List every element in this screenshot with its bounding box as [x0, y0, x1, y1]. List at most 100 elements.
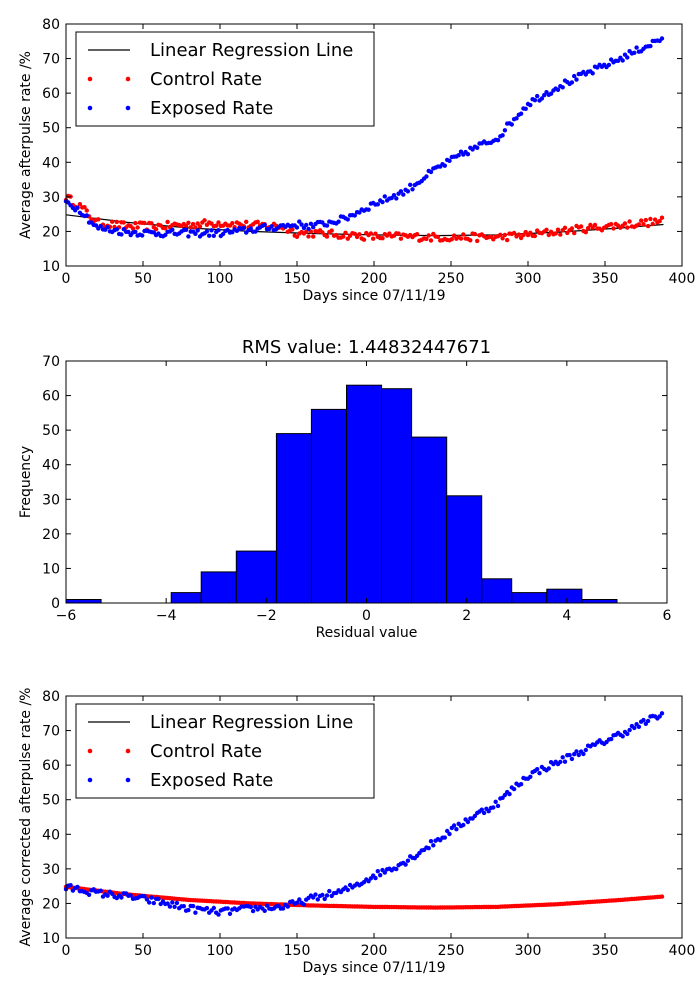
exposed-point [211, 233, 216, 238]
x-tick-label: 4 [562, 608, 571, 624]
exposed-point [569, 80, 575, 85]
exposed-point [394, 866, 399, 872]
histogram-bar [310, 408, 347, 604]
control-point [569, 226, 575, 231]
exposed-point [645, 718, 651, 724]
exposed-point [382, 870, 387, 875]
control-point [461, 232, 466, 237]
y-tick-label: 80 [42, 17, 60, 33]
exposed-point [625, 55, 630, 60]
y-axis-label: Frequency [18, 446, 34, 518]
control-point [643, 217, 648, 223]
exposed-point [581, 751, 586, 757]
exposed-point [262, 908, 267, 913]
control-point [424, 236, 429, 242]
exposed-point [620, 58, 625, 63]
exposed-point [86, 892, 92, 897]
control-point [202, 218, 207, 223]
control-point [414, 232, 420, 237]
y-tick-label: 50 [42, 423, 60, 439]
histogram-bar [275, 433, 312, 604]
control-point [142, 220, 147, 226]
exposed-point [297, 897, 302, 902]
legend-control-swatch [125, 76, 131, 82]
exposed-point [620, 734, 625, 739]
control-point [329, 228, 334, 233]
exposed-point [294, 900, 300, 905]
control-point [558, 232, 563, 237]
exposed-point [167, 904, 173, 909]
x-axis-label: Residual value [316, 625, 418, 641]
histogram-bar [235, 550, 277, 604]
exposed-point [627, 727, 632, 733]
control-point [163, 226, 168, 231]
exposed-point [357, 210, 362, 215]
exposed-point [465, 819, 471, 825]
control-point [562, 225, 568, 230]
exposed-point [634, 45, 639, 50]
exposed-point [186, 234, 191, 239]
exposed-point [391, 193, 397, 198]
y-axis-label: Average corrected afterpulse rate /% [18, 688, 34, 947]
exposed-point [426, 846, 431, 851]
exposed-point [119, 895, 124, 900]
exposed-point [447, 158, 452, 163]
y-tick-label: 20 [42, 527, 60, 543]
control-point [641, 222, 646, 227]
exposed-point [657, 714, 662, 719]
exposed-point [403, 862, 408, 867]
control-point [475, 238, 480, 244]
legend-box [75, 31, 375, 127]
control-point [650, 221, 655, 227]
exposed-point [491, 805, 496, 810]
exposed-point [68, 883, 73, 888]
exposed-point [518, 782, 524, 787]
exposed-point [216, 912, 221, 917]
exposed-point [659, 711, 665, 716]
x-tick-label: 50 [134, 943, 152, 959]
histogram-bar [170, 592, 202, 604]
histogram-bar [546, 588, 583, 604]
control-point [572, 230, 577, 236]
x-tick-label: 0 [62, 943, 71, 959]
exposed-point [241, 225, 247, 231]
control-point [324, 234, 330, 239]
legend-label: Linear Regression Line [150, 712, 353, 733]
exposed-point [546, 766, 551, 771]
exposed-point [98, 888, 103, 893]
legend-exposed-swatch [125, 777, 131, 783]
exposed-point [398, 189, 404, 194]
legend-label: Control Rate [150, 741, 262, 762]
control-point [458, 236, 464, 241]
exposed-point [204, 905, 210, 911]
exposed-point [535, 93, 540, 99]
exposed-point [324, 223, 330, 228]
exposed-point [126, 229, 131, 235]
control-point [311, 234, 316, 239]
exposed-point [151, 900, 156, 906]
legend-exposed-swatch [125, 105, 131, 111]
exposed-point [207, 233, 212, 238]
exposed-point [366, 207, 371, 212]
histogram-bar [511, 592, 548, 604]
exposed-point [574, 749, 579, 754]
control-point [343, 230, 348, 235]
control-point [578, 224, 584, 229]
control-point [532, 233, 538, 239]
legend-control-swatch [87, 748, 93, 754]
exposed-point [445, 828, 450, 834]
legend-exposed-swatch [87, 777, 93, 783]
exposed-point [170, 900, 175, 905]
y-tick-label: 60 [42, 389, 60, 405]
exposed-point [502, 128, 508, 133]
exposed-point [174, 900, 180, 906]
control-point [451, 233, 457, 238]
exposed-point [285, 904, 290, 909]
exposed-point [320, 892, 325, 898]
exposed-point [133, 229, 138, 234]
exposed-point [548, 91, 554, 96]
exposed-point [408, 182, 413, 187]
control-point [84, 208, 90, 213]
exposed-point [500, 133, 505, 138]
exposed-point [609, 736, 614, 742]
